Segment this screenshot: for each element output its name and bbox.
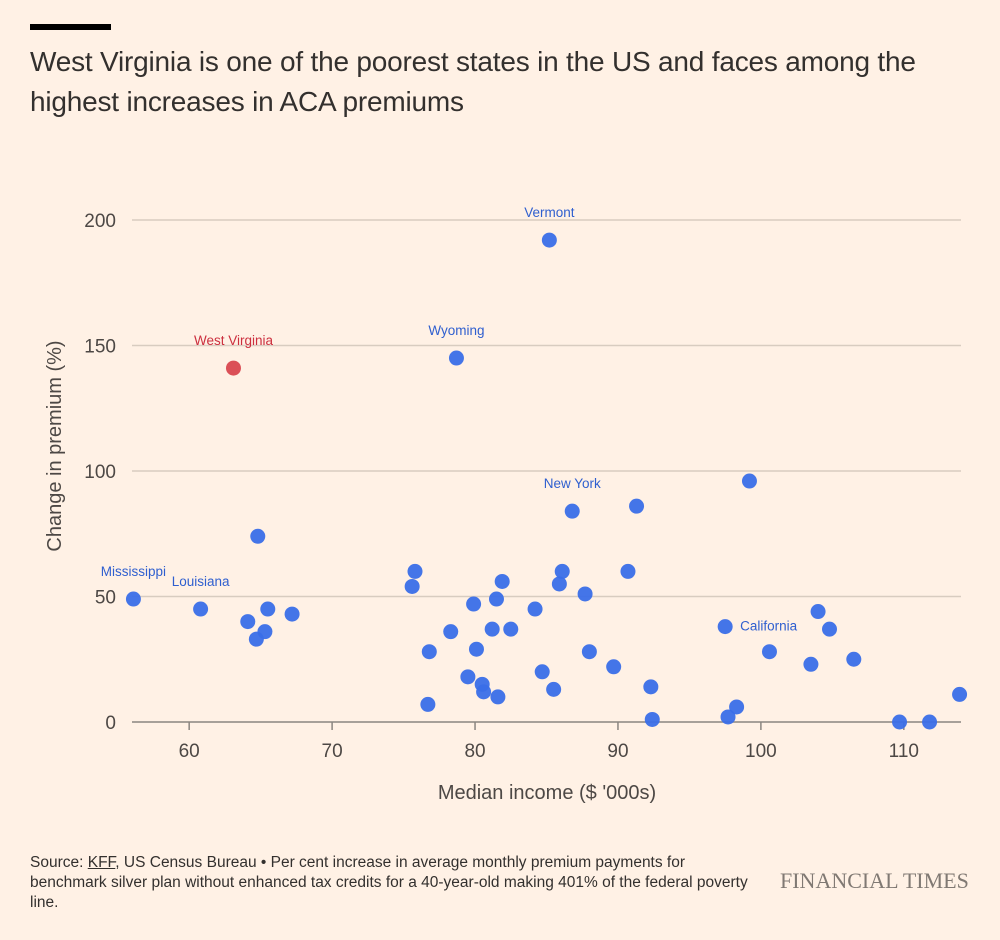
data-point: [443, 624, 459, 640]
data-points: [125, 232, 968, 730]
data-point: [551, 576, 567, 592]
label-wyoming: Wyoming: [428, 323, 484, 338]
point-new-york: [564, 503, 580, 519]
y-tick-label: 200: [84, 211, 116, 232]
label-west-virginia: West Virginia: [194, 333, 274, 348]
x-tick-label: 110: [889, 741, 919, 762]
data-point: [643, 679, 659, 695]
data-point: [846, 651, 862, 667]
data-point: [460, 669, 476, 685]
y-tick-label: 50: [95, 588, 116, 609]
y-tick-label: 0: [105, 713, 116, 734]
data-point: [922, 714, 938, 730]
x-tick-label: 60: [179, 741, 200, 762]
gridlines: [132, 219, 961, 598]
chart-title: West Virginia is one of the poorest stat…: [30, 46, 916, 117]
label-mississippi: Mississippi: [101, 564, 166, 579]
ft-top-bar: [30, 24, 111, 30]
y-tick-label: 150: [84, 337, 116, 358]
x-tick-label: 100: [745, 741, 777, 762]
y-tick-labels: 0 50 100 150 200: [84, 211, 116, 734]
data-point: [404, 578, 420, 594]
data-point: [421, 644, 437, 660]
point-louisiana: [193, 601, 209, 617]
x-axis-label: Median income ($ '000s): [438, 782, 656, 804]
data-point: [720, 709, 736, 725]
data-point: [577, 586, 593, 602]
data-point: [494, 573, 510, 589]
x-tick-label: 70: [322, 741, 343, 762]
point-labels: West Virginia Vermont Wyoming New York Missi…: [101, 205, 798, 634]
point-vermont: [541, 232, 557, 248]
data-point: [822, 621, 838, 637]
footer-note: Source: KFF, US Census Bureau • Per cent…: [30, 853, 750, 913]
data-point: [260, 601, 276, 617]
data-point: [952, 686, 968, 702]
data-point: [248, 631, 264, 647]
point-mississippi: [125, 591, 141, 607]
x-tick-label: 90: [607, 741, 628, 762]
point-west-virginia: [225, 360, 241, 376]
source-description: , US Census Bureau • Per cent increase i…: [30, 854, 748, 911]
data-point: [407, 563, 423, 579]
data-point: [468, 641, 484, 657]
data-point: [240, 614, 256, 630]
data-point: [476, 684, 492, 700]
source-prefix: Source:: [30, 854, 88, 871]
label-louisiana: Louisiana: [172, 574, 230, 589]
data-point: [729, 699, 745, 715]
data-point: [250, 528, 266, 544]
x-tick-label: 80: [464, 741, 485, 762]
data-point: [620, 563, 636, 579]
data-point: [284, 606, 300, 622]
data-point: [803, 656, 819, 672]
label-california: California: [740, 619, 798, 634]
data-point: [606, 659, 622, 675]
data-point: [810, 604, 826, 620]
data-point: [503, 621, 519, 637]
data-point: [644, 711, 660, 727]
data-point: [466, 596, 482, 612]
data-point: [629, 498, 645, 514]
data-point: [892, 714, 908, 730]
data-point: [420, 696, 436, 712]
data-point: [484, 621, 500, 637]
data-point: [581, 644, 597, 660]
data-point: [490, 689, 506, 705]
data-point: [534, 664, 550, 680]
data-point: [761, 644, 777, 660]
x-axis: 60 70 80 90 100 110: [132, 721, 961, 762]
source-link-kff[interactable]: KFF: [87, 854, 116, 871]
data-point: [741, 473, 757, 489]
y-axis-label: Change in premium (%): [44, 340, 66, 551]
label-new-york: New York: [544, 476, 601, 491]
point-wyoming: [448, 350, 464, 366]
point-california: [717, 619, 733, 635]
y-tick-label: 100: [84, 462, 116, 483]
data-point: [546, 681, 562, 697]
data-point: [554, 563, 570, 579]
ft-logo: FINANCIAL TIMES: [780, 868, 969, 893]
data-point: [488, 591, 504, 607]
data-point: [527, 601, 543, 617]
label-vermont: Vermont: [524, 205, 575, 220]
